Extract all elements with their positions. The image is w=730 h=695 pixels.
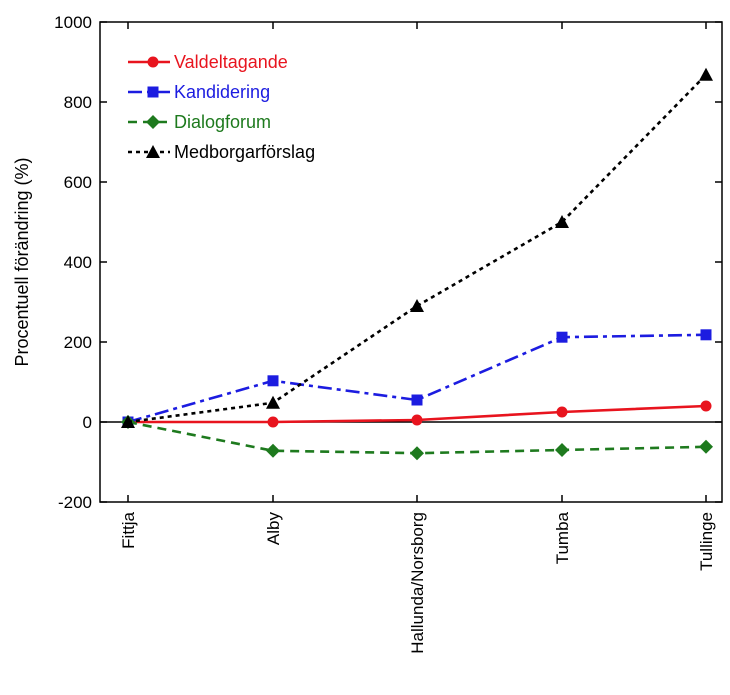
y-tick-label: 1000: [54, 13, 92, 32]
y-axis-title: Procentuell förändring (%): [12, 157, 32, 366]
y-tick-label: 600: [64, 173, 92, 192]
data-point: [555, 215, 569, 228]
legend-item: Valdeltagande: [128, 52, 288, 72]
x-tick-label: Fittja: [119, 511, 138, 548]
legend-swatch-marker: [146, 115, 160, 129]
legend: Valdeltagande Kandidering Dialogforum Medbo…: [128, 52, 315, 162]
data-point: [121, 415, 135, 428]
data-point: [266, 395, 280, 409]
data-point: [267, 416, 279, 428]
series-medborgarförslag: [121, 67, 713, 428]
series-dialogforum: [121, 415, 713, 461]
legend-swatch-marker: [147, 86, 159, 98]
y-tick-label: -200: [58, 493, 92, 512]
data-point: [700, 400, 712, 412]
y-tick-label: 400: [64, 253, 92, 272]
data-point: [410, 446, 424, 461]
data-point: [556, 406, 568, 418]
data-point: [700, 329, 712, 341]
series-line: [127, 73, 707, 424]
data-point: [556, 331, 568, 343]
data-point: [411, 414, 423, 426]
y-tick-label: 800: [64, 93, 92, 112]
legend-item: Dialogforum: [128, 112, 271, 132]
x-tick-label: Hallunda/Norsborg: [408, 512, 427, 654]
y-tick-label: 0: [83, 413, 92, 432]
legend-swatch-marker: [146, 145, 160, 158]
data-point: [410, 299, 424, 312]
legend-label: Kandidering: [174, 82, 270, 102]
legend-label: Dialogforum: [174, 112, 271, 132]
data-point: [267, 375, 279, 387]
legend-item: Kandidering: [128, 82, 270, 102]
x-tick-label: Tumba: [553, 511, 572, 564]
data-point: [411, 394, 423, 406]
data-point: [555, 443, 569, 457]
legend-swatch-marker: [147, 56, 159, 68]
x-tick-label: Alby: [264, 512, 283, 546]
series-layer: [121, 67, 713, 461]
series-kandidering: [122, 329, 712, 428]
y-tick-label: 200: [64, 333, 92, 352]
x-tick-label: Tullinge: [697, 512, 716, 571]
legend-item: Medborgarförslag: [128, 142, 315, 162]
data-point: [266, 443, 280, 458]
legend-label: Medborgarförslag: [174, 142, 315, 162]
data-point: [699, 439, 713, 454]
legend-label: Valdeltagande: [174, 52, 288, 72]
data-point: [699, 67, 713, 81]
axes: -200 0 200 400 600 800 1000 Fittja Alby Hallunda/…: [54, 13, 723, 654]
